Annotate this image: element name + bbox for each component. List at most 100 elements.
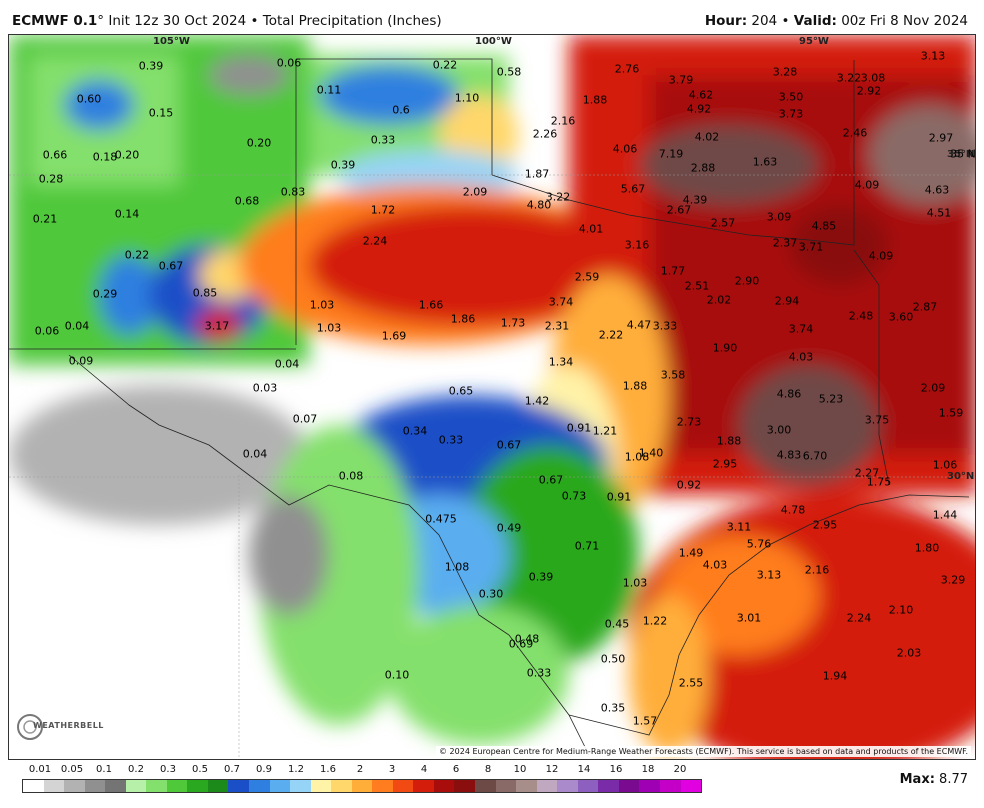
precip-value-label: 3.73 bbox=[778, 107, 804, 121]
precip-value-label: 0.50 bbox=[600, 652, 626, 666]
precip-value-label: 1.06 bbox=[932, 458, 958, 472]
precip-value-label: 0.08 bbox=[338, 469, 364, 483]
precip-value-label: 0.04 bbox=[242, 447, 268, 461]
precip-value-label: 2.67 bbox=[666, 203, 692, 217]
legend-swatch bbox=[310, 780, 332, 792]
precip-value-label: 2.02 bbox=[706, 293, 732, 307]
valid-time: Hour: 204 • Valid: 00z Fri 8 Nov 2024 bbox=[705, 13, 968, 29]
precip-value-label: 2.59 bbox=[574, 270, 600, 284]
precip-value-label: 4.01 bbox=[578, 222, 604, 236]
precip-value-label: 2.92 bbox=[856, 84, 882, 98]
precip-value-label: 0.45 bbox=[604, 617, 630, 631]
legend-swatch bbox=[105, 780, 126, 792]
precip-value-label: 0.85 bbox=[192, 286, 218, 300]
precip-value-label: 2.87 bbox=[912, 300, 938, 314]
precip-value-label: 1.94 bbox=[822, 669, 848, 683]
precip-value-label: 0.65 bbox=[448, 384, 474, 398]
precip-value-label: 2.48 bbox=[848, 309, 874, 323]
legend-swatch bbox=[536, 780, 558, 792]
precip-value-label: 0.21 bbox=[32, 212, 58, 226]
precip-value-label: 4.80 bbox=[526, 198, 552, 212]
legend-swatch bbox=[413, 780, 434, 792]
precip-value-label: 3.13 bbox=[756, 568, 782, 582]
precip-value-label: 0.34 bbox=[402, 424, 428, 438]
borders bbox=[9, 58, 970, 756]
precip-value-label: 2.31 bbox=[544, 319, 570, 333]
legend-tick-label: 20 bbox=[673, 764, 687, 775]
graticule bbox=[9, 174, 975, 759]
precip-value-label: 3.79 bbox=[668, 73, 694, 87]
precip-value-label: 2.27 bbox=[854, 466, 880, 480]
legend-ticks: 0.01 0.05 0.1 0.2 0.3 0.5 0.7 0.9 1.2 1.6 2 3 4 6 8 10 1… bbox=[22, 764, 702, 778]
lon-label-105w: 105°W bbox=[153, 36, 190, 47]
precip-value-label: 3.17 bbox=[204, 319, 230, 333]
legend-swatch bbox=[618, 780, 640, 792]
precip-value-label: 1.86 bbox=[450, 312, 476, 326]
precip-value-label: 0.35 bbox=[600, 701, 626, 715]
precip-value-label: 0.49 bbox=[496, 521, 522, 535]
lon-label-100w: 100°W bbox=[475, 36, 512, 47]
legend-swatch bbox=[331, 780, 352, 792]
precip-value-label: 4.63 bbox=[924, 183, 950, 197]
precip-value-label: 3.75 bbox=[864, 413, 890, 427]
precip-value-label: 2.24 bbox=[846, 611, 872, 625]
precip-value-label: 2.03 bbox=[896, 646, 922, 660]
legend-swatch bbox=[557, 780, 578, 792]
precip-value-label: 0.10 bbox=[384, 668, 410, 682]
precip-value-label: 2.22 bbox=[598, 328, 624, 342]
precip-value-label: 1.66 bbox=[418, 298, 444, 312]
precip-value-label: 0.39 bbox=[330, 158, 356, 172]
precip-value-label: 0.67 bbox=[496, 438, 522, 452]
precip-value-label: 1.34 bbox=[548, 355, 574, 369]
precip-value-label: 0.14 bbox=[114, 207, 140, 221]
legend-swatch bbox=[598, 780, 619, 792]
precip-value-label: 3.16 bbox=[624, 238, 650, 252]
precip-value-label: 0.6 bbox=[392, 103, 410, 117]
precip-value-label: 3.22 bbox=[545, 190, 571, 204]
precip-value-label: 0.83 bbox=[280, 185, 306, 199]
model-name: ECMWF 0.1 bbox=[12, 13, 98, 29]
legend-tick-label: 0.9 bbox=[256, 764, 272, 775]
legend-tick-label: 2 bbox=[356, 764, 364, 775]
precip-value-label: 3.60 bbox=[888, 310, 914, 324]
legend-tick-label: 0.5 bbox=[192, 764, 208, 775]
legend-tick-label: 0.05 bbox=[60, 764, 84, 775]
precip-value-label: 4.39 bbox=[682, 193, 708, 207]
precip-value-label: 1.72 bbox=[370, 203, 396, 217]
legend-tick-label: 0.7 bbox=[224, 764, 240, 775]
legend-swatch bbox=[372, 780, 393, 792]
legend-colorbar bbox=[22, 779, 702, 793]
legend-swatch bbox=[495, 780, 517, 792]
precip-value-label: 1.22 bbox=[642, 614, 668, 628]
precip-value-label: 2.10 bbox=[888, 603, 914, 617]
precip-value-label: 0.48 bbox=[514, 632, 540, 646]
precip-value-label: 4.62 bbox=[688, 88, 714, 102]
legend-tick-label: 16 bbox=[609, 764, 623, 775]
precip-value-label: 0.66 bbox=[42, 148, 68, 162]
valid-label: Valid: bbox=[793, 13, 837, 29]
precip-value-label: 0.04 bbox=[274, 357, 300, 371]
precip-value-label: 0.67 bbox=[538, 473, 564, 487]
precip-value-label: 1.63 bbox=[752, 155, 778, 169]
precip-value-label: 1.08 bbox=[624, 450, 650, 464]
precip-value-label: 4.09 bbox=[868, 249, 894, 263]
precip-value-label: 1.42 bbox=[524, 394, 550, 408]
precip-value-label: 3.28 bbox=[772, 65, 798, 79]
precip-value-label: 0.03 bbox=[252, 381, 278, 395]
max-value: Max: 8.77 bbox=[900, 772, 968, 787]
precip-value-label: 1.49 bbox=[678, 546, 704, 560]
legend-swatch bbox=[125, 780, 147, 792]
precip-value-label: 4.03 bbox=[788, 350, 814, 364]
legend-swatch bbox=[64, 780, 85, 792]
precip-value-label: 3.29 bbox=[940, 573, 966, 587]
precip-value-label: 1.88 bbox=[622, 379, 648, 393]
precip-value-label: 1.69 bbox=[381, 329, 407, 343]
precip-value-label: 0.68 bbox=[234, 194, 260, 208]
precip-value-label: 0.69 bbox=[508, 637, 534, 651]
precip-value-label: 3.71 bbox=[798, 240, 824, 254]
legend-swatch bbox=[290, 780, 311, 792]
precip-value-label: 0.33 bbox=[370, 133, 396, 147]
precip-value-label: 0.29 bbox=[92, 287, 118, 301]
precip-value-label: 0.07 bbox=[292, 412, 318, 426]
valid-value: 00z Fri 8 Nov 2024 bbox=[841, 13, 968, 29]
